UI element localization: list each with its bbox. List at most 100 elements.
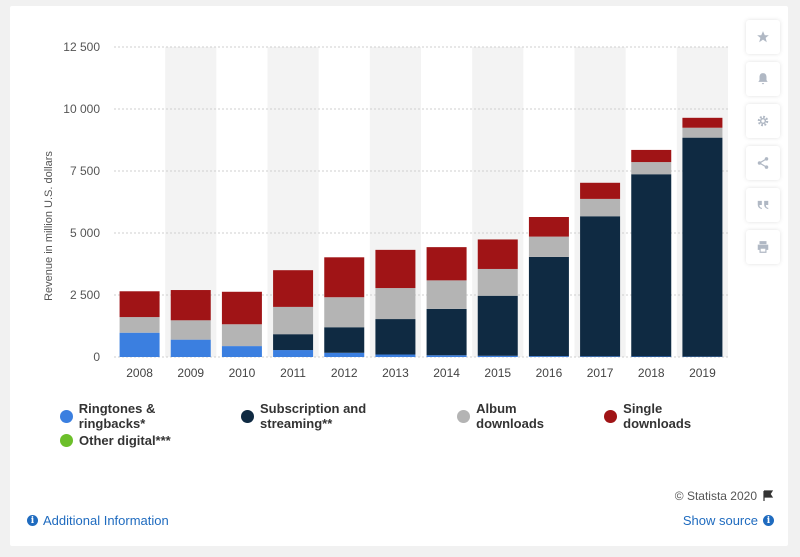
- bar-segment[interactable]: [324, 327, 365, 353]
- x-tick-label: 2011: [280, 366, 306, 380]
- bar-segment[interactable]: [580, 182, 621, 199]
- bar-segment[interactable]: [221, 324, 262, 347]
- quote-icon: [757, 200, 769, 210]
- copyright-text: © Statista 2020: [674, 489, 757, 503]
- bars: [119, 117, 723, 357]
- bar-segment[interactable]: [682, 137, 723, 357]
- bar-segment[interactable]: [528, 236, 569, 257]
- bar-segment[interactable]: [375, 319, 416, 355]
- bar-segment[interactable]: [426, 308, 467, 356]
- legend-label: Subscription and streaming**: [260, 401, 367, 431]
- x-tick-label: 2019: [689, 366, 716, 380]
- x-tick-label: 2013: [382, 366, 409, 380]
- bar-segment[interactable]: [528, 356, 569, 357]
- bar-segment[interactable]: [528, 217, 569, 237]
- x-tick-label: 2012: [331, 366, 358, 380]
- show-source-label: Show source: [682, 513, 758, 528]
- additional-information-link[interactable]: i Additional Information: [27, 513, 169, 528]
- bar-segment[interactable]: [119, 332, 160, 357]
- legend-item-album-downloads[interactable]: Album downloads: [457, 401, 586, 431]
- bar-segment[interactable]: [426, 247, 467, 281]
- x-tick-label: 2017: [587, 366, 614, 380]
- bar-segment[interactable]: [170, 290, 211, 321]
- bar-segment[interactable]: [426, 355, 467, 357]
- bar-segment[interactable]: [221, 291, 262, 325]
- bar-segment[interactable]: [580, 198, 621, 217]
- bar-segment[interactable]: [631, 174, 672, 357]
- x-tick-label: 2018: [638, 366, 665, 380]
- bar-segment[interactable]: [375, 354, 416, 357]
- x-tick-labels: 2008 2009 2010 2011 2012 2013 2014 2015 2016 2017…: [126, 366, 716, 380]
- bar-segment[interactable]: [682, 127, 723, 138]
- bell-icon: [758, 73, 768, 85]
- bar-segment[interactable]: [477, 295, 518, 356]
- bar-segment[interactable]: [273, 334, 314, 351]
- legend-swatch: [241, 409, 255, 423]
- y-tick-labels: 0 2 500 5 000 7 500 10 000 12 500: [63, 40, 100, 364]
- bar-segment[interactable]: [426, 280, 467, 309]
- show-source-link[interactable]: Show source i: [683, 513, 774, 528]
- share-button[interactable]: [746, 146, 780, 180]
- x-tick-label: 2008: [126, 366, 153, 380]
- print-button[interactable]: [746, 230, 780, 264]
- y-tick-label: 7 500: [70, 164, 100, 178]
- flag-icon: [763, 490, 774, 501]
- bar-segment[interactable]: [631, 162, 672, 175]
- bar-segment[interactable]: [273, 306, 314, 335]
- y-axis-label: Revenue in million U.S. dollars: [43, 151, 55, 301]
- legend-item-ringtones[interactable]: Ringtones & ringbacks*: [60, 401, 223, 431]
- info-icon: i: [763, 515, 774, 526]
- gear-icon: [757, 115, 769, 127]
- legend-item-single-downloads[interactable]: Single downloads: [604, 401, 732, 431]
- legend-row-1: Ringtones & ringbacks* Subscription and …: [60, 401, 750, 431]
- legend-swatch: [604, 409, 618, 423]
- legend-label: Single downloads: [623, 401, 692, 431]
- legend-row-2: Other digital***: [60, 428, 750, 452]
- bar-segment[interactable]: [477, 239, 518, 269]
- info-icon: i: [27, 515, 38, 526]
- legend-swatch: [60, 433, 73, 447]
- bar-segment[interactable]: [273, 270, 314, 307]
- star-icon: [757, 31, 769, 43]
- bar-segment[interactable]: [528, 256, 569, 357]
- bar-segment[interactable]: [324, 352, 365, 357]
- x-tick-label: 2016: [536, 366, 563, 380]
- cite-button[interactable]: [746, 188, 780, 222]
- x-tick-label: 2014: [433, 366, 460, 380]
- legend-item-subscription[interactable]: Subscription and streaming**: [241, 401, 439, 431]
- bar-segment[interactable]: [221, 346, 262, 357]
- bar-segment[interactable]: [324, 297, 365, 328]
- bar-segment[interactable]: [375, 288, 416, 320]
- bar-segment[interactable]: [170, 339, 211, 357]
- y-tick-label: 12 500: [63, 40, 100, 54]
- x-tick-label: 2009: [177, 366, 204, 380]
- bar-segment[interactable]: [580, 356, 621, 357]
- x-tick-label: 2010: [229, 366, 256, 380]
- bar-segment[interactable]: [375, 249, 416, 289]
- bar-segment[interactable]: [273, 350, 314, 357]
- bar-segment[interactable]: [170, 320, 211, 340]
- bar-segment[interactable]: [119, 317, 160, 333]
- print-icon: [757, 241, 769, 253]
- legend-label: Ringtones & ringbacks*: [78, 401, 156, 431]
- additional-information-label: Additional Information: [43, 513, 169, 528]
- bar-segment[interactable]: [631, 149, 672, 163]
- bar-segment[interactable]: [477, 268, 518, 296]
- y-tick-label: 0: [93, 350, 100, 364]
- legend-item-other-digital[interactable]: Other digital***: [60, 433, 171, 448]
- bar-segment[interactable]: [119, 291, 160, 318]
- x-tick-label: 2015: [484, 366, 511, 380]
- bar-segment[interactable]: [324, 257, 365, 298]
- bar-segment[interactable]: [682, 117, 723, 128]
- settings-button[interactable]: [746, 104, 780, 138]
- legend-swatch: [60, 409, 73, 423]
- copyright: © Statista 2020: [675, 489, 774, 503]
- notification-button[interactable]: [746, 62, 780, 96]
- y-tick-label: 5 000: [70, 226, 100, 240]
- favorite-button[interactable]: [746, 20, 780, 54]
- y-tick-label: 2 500: [70, 288, 100, 302]
- legend-label: Album downloads: [476, 401, 545, 431]
- bar-segment[interactable]: [477, 355, 518, 357]
- bar-segment[interactable]: [580, 216, 621, 357]
- legend-swatch: [457, 409, 471, 423]
